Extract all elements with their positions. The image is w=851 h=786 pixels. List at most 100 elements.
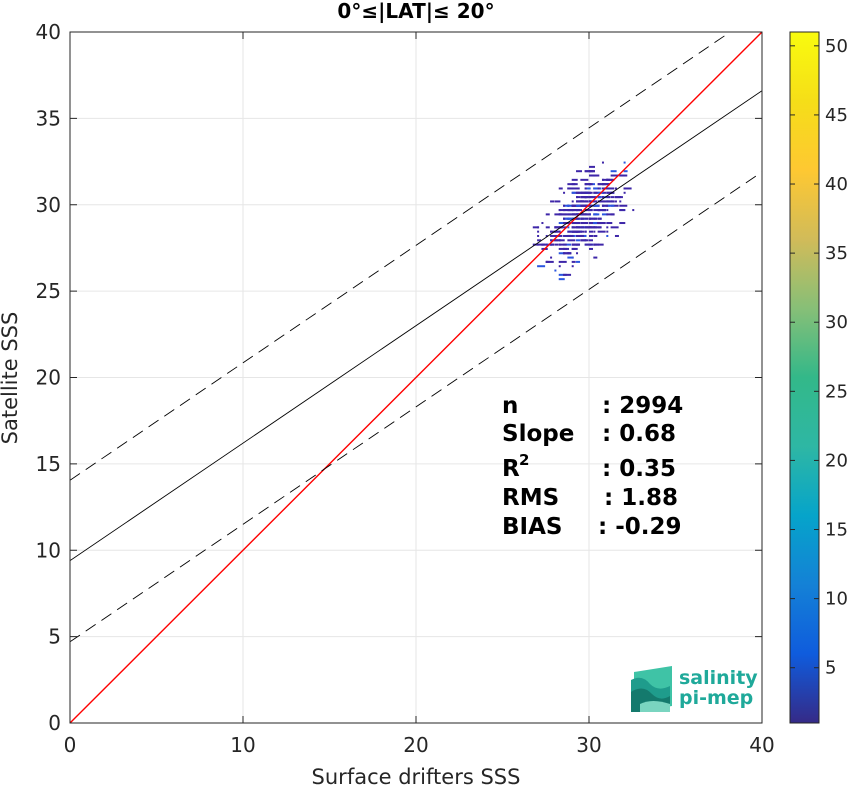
scatter-point xyxy=(623,187,626,190)
scatter-point xyxy=(571,247,578,250)
y-tick-label: 20 xyxy=(36,366,61,390)
scatter-point xyxy=(576,196,579,199)
scatter-point xyxy=(563,217,566,220)
colorbar-tick-label: 25 xyxy=(825,381,848,402)
stat-n-label: n xyxy=(502,393,518,419)
scatter-point xyxy=(537,265,546,268)
scatter-point xyxy=(567,234,572,237)
scatter-point xyxy=(554,269,557,272)
colorbar-tick-label: 30 xyxy=(825,312,848,333)
scatter-point xyxy=(576,260,581,263)
colorbar-ticks: 5 10 15 20 25 30 35 40 45 50 xyxy=(790,36,848,679)
scatter-point xyxy=(584,200,589,203)
scatter-point xyxy=(580,230,585,233)
scatter-point xyxy=(589,196,597,199)
fit-line xyxy=(70,90,762,561)
scatter-point xyxy=(567,256,574,259)
scatter-point xyxy=(623,161,626,164)
scatter-point xyxy=(589,226,595,229)
scatter-point xyxy=(563,252,566,255)
y-tick-label: 40 xyxy=(36,20,61,44)
y-tick-label: 0 xyxy=(48,711,61,735)
chart-title: 0°≤|LAT|≤ 20° xyxy=(337,0,494,23)
logo-line2: pi-mep xyxy=(679,687,753,709)
scatter-point xyxy=(580,239,587,242)
scatter-point xyxy=(606,222,613,225)
scatter-point xyxy=(589,191,591,194)
scatter-point xyxy=(614,196,621,199)
scatter-point xyxy=(606,196,611,199)
scatter-point xyxy=(606,187,615,190)
scatter-point xyxy=(571,209,578,212)
scatter-point xyxy=(567,183,576,186)
axis-ticks: 0 10 20 30 40 0 5 10 15 20 25 30 35 40 xyxy=(36,20,775,757)
scatter-point xyxy=(563,273,572,276)
colorbar-tick-label: 15 xyxy=(825,520,848,541)
scatter-point xyxy=(558,209,561,212)
scatter-point xyxy=(571,226,578,229)
stat-rms-label: RMS xyxy=(502,485,559,511)
scatter-point xyxy=(537,234,540,237)
scatter-point xyxy=(571,234,574,237)
salinity-pimep-logo: salinity pi-mep xyxy=(631,666,758,712)
scatter-point xyxy=(593,213,598,216)
scatter-point xyxy=(610,170,617,173)
scatter-point xyxy=(571,243,578,246)
scatter-point xyxy=(584,230,587,233)
scatter-point xyxy=(584,239,589,242)
stat-r2-sup: 2 xyxy=(519,451,529,469)
scatter-points xyxy=(532,161,635,281)
scatter-point xyxy=(606,209,609,212)
scatter-point xyxy=(610,174,619,177)
scatter-point xyxy=(606,204,615,207)
scatter-point xyxy=(558,243,567,246)
scatter-point xyxy=(619,174,626,177)
scatter-point xyxy=(567,209,574,212)
scatter-point xyxy=(623,191,626,194)
scatter-point xyxy=(589,239,593,242)
scatter-point xyxy=(558,209,567,212)
scatter-point xyxy=(571,213,580,216)
scatter-point xyxy=(606,226,609,229)
x-tick-label: 0 xyxy=(64,733,77,757)
scatter-point xyxy=(593,191,598,194)
scatter-point xyxy=(571,187,580,190)
scatter-point xyxy=(584,209,593,212)
scatter-point xyxy=(571,191,576,194)
scatter-point xyxy=(619,222,626,225)
scatter-point xyxy=(558,273,567,276)
scatter-point xyxy=(563,217,572,220)
scatter-point xyxy=(545,260,554,263)
scatter-point xyxy=(584,213,591,216)
scatter-point xyxy=(576,252,579,255)
scatter-point xyxy=(567,226,570,229)
scatter-point xyxy=(558,260,567,263)
scatter-point xyxy=(576,213,581,216)
scatter-point xyxy=(576,226,581,229)
scatter-point xyxy=(593,217,598,220)
x-tick-label: 20 xyxy=(403,733,428,757)
scatter-point xyxy=(584,170,591,173)
scatter-point xyxy=(532,226,539,229)
colorbar-tick-label: 45 xyxy=(825,105,848,126)
y-tick-label: 30 xyxy=(36,193,61,217)
scatter-point xyxy=(545,234,548,237)
scatter-point xyxy=(589,165,595,168)
y-tick-label: 10 xyxy=(36,538,61,562)
y-axis-label: Satellite SSS xyxy=(0,312,22,445)
scatter-point xyxy=(584,226,593,229)
scatter-point xyxy=(610,196,615,199)
scatter-point xyxy=(614,187,617,190)
scatter-point xyxy=(606,178,611,181)
scatter-point xyxy=(601,200,610,203)
scatter-point xyxy=(580,222,585,225)
scatter-point xyxy=(571,260,576,263)
scatter-point xyxy=(623,187,632,190)
stat-r2-value: : 0.35 xyxy=(602,456,676,482)
scatter-point xyxy=(601,183,610,186)
stat-rms-value: : 1.88 xyxy=(604,485,678,511)
scatter-point xyxy=(584,191,593,194)
scatter-point xyxy=(550,243,553,246)
scatter-point xyxy=(576,170,583,173)
y-tick-label: 5 xyxy=(48,625,61,649)
